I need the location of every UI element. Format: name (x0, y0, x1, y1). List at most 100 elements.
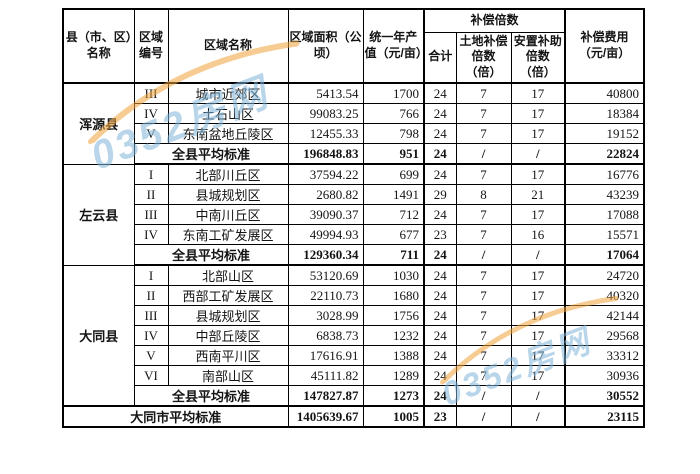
header-region-no: 区域编号 (133, 8, 169, 84)
total-multiple-cell: 24 (423, 305, 457, 326)
output-value-cell: 1232 (362, 325, 425, 346)
fee-cell: 17088 (564, 204, 645, 225)
land-multiple-cell: 8 (455, 184, 512, 205)
area-cell: 12455.33 (287, 123, 364, 144)
total-multiple-cell: 24 (423, 385, 457, 407)
region-row: IV 中部丘陵区 6838.73 1232 24 7 17 29568 (63, 325, 645, 346)
resettlement-multiple-cell: / (510, 143, 566, 165)
header-output-value: 统一年产值（元/亩） (362, 8, 425, 84)
land-multiple-cell: 7 (455, 305, 512, 326)
output-value-cell: 1680 (362, 285, 425, 306)
region-no-cell: III (133, 204, 169, 225)
region-no-cell: IV (133, 325, 169, 346)
region-row: V 东南盆地丘陵区 12455.33 798 24 7 17 19152 (63, 123, 645, 144)
land-multiple-cell: / (455, 244, 512, 266)
region-row: 大同县 I 北部山区 53120.69 1030 24 7 17 24720 (62, 264, 645, 407)
land-multiple-cell: 7 (455, 224, 512, 245)
output-value-cell: 1388 (362, 345, 425, 366)
land-multiple-cell: 7 (455, 103, 512, 124)
region-name-cell: 北部山区 (167, 264, 289, 286)
total-multiple-cell: 24 (423, 123, 457, 144)
land-multiple-cell: 7 (455, 204, 512, 225)
region-row: 左云县 I 北部川丘区 37594.22 699 24 7 17 16776 (62, 163, 645, 266)
fee-cell: 40800 (564, 82, 645, 104)
fee-cell: 16776 (564, 163, 645, 185)
resettlement-multiple-cell: 17 (510, 103, 566, 124)
total-multiple-cell: 24 (423, 143, 457, 165)
output-value-cell: 1756 (362, 305, 425, 326)
county-name-cell: 左云县 (62, 163, 135, 266)
region-no-cell: III (133, 82, 169, 104)
region-name-cell: 县城规划区 (167, 184, 289, 205)
total-multiple-cell: 23 (423, 405, 457, 428)
region-no-cell: II (133, 184, 169, 205)
total-multiple-cell: 24 (423, 345, 457, 366)
total-multiple-cell: 24 (423, 204, 457, 225)
area-cell: 39090.37 (287, 204, 364, 225)
county-average-label: 全县平均标准 (133, 143, 289, 165)
header-row-sub: 合计 土地补偿倍数（倍） 安置补助倍数（倍） (63, 31, 644, 84)
area-cell: 53120.69 (287, 264, 364, 286)
compensation-standards-table: 县（市、区）名称 区域编号 区域名称 区域面积（公顷） 统一年产值（元/亩） 补… (62, 8, 646, 428)
region-name-cell: 南部山区 (167, 365, 289, 386)
fee-cell: 43239 (564, 184, 645, 205)
region-row: 浑源县 III 城市近郊区 5413.54 1700 24 7 17 40800 (62, 82, 645, 165)
region-row: V 西南平川区 17616.91 1388 24 7 17 33312 (63, 345, 645, 366)
total-multiple-cell: 23 (423, 224, 457, 245)
fee-cell: 33312 (564, 345, 645, 366)
resettlement-multiple-cell: 17 (510, 305, 566, 326)
output-value-cell: 711 (362, 244, 425, 266)
area-cell: 2680.82 (287, 184, 364, 205)
land-multiple-cell: 7 (455, 123, 512, 144)
county-name-cell: 大同县 (62, 264, 135, 407)
header-resettlement-multiple: 安置补助倍数（倍） (510, 31, 566, 84)
region-row: II 西部工矿发展区 22110.73 1680 24 7 17 40320 (63, 285, 645, 306)
region-no-cell: I (133, 264, 169, 286)
fee-cell: 17064 (564, 244, 645, 266)
region-no-cell: V (133, 123, 169, 144)
land-multiple-cell: / (455, 385, 512, 407)
land-multiple-cell: 7 (455, 285, 512, 306)
land-multiple-cell: 7 (455, 264, 512, 286)
land-multiple-cell: 7 (455, 345, 512, 366)
output-value-cell: 1030 (362, 264, 425, 286)
fee-cell: 30552 (564, 385, 645, 407)
region-row: III 县城规划区 3028.99 1756 24 7 17 42144 (63, 305, 645, 326)
county-name-cell: 浑源县 (62, 82, 135, 165)
area-cell: 49994.93 (287, 224, 364, 245)
region-name-cell: 中南川丘区 (167, 204, 289, 225)
total-multiple-cell: 24 (423, 285, 457, 306)
area-cell: 3028.99 (287, 305, 364, 326)
land-multiple-cell: 7 (455, 163, 512, 185)
total-multiple-cell: 24 (423, 325, 457, 346)
resettlement-multiple-cell: 16 (510, 224, 566, 245)
header-row-top: 县（市、区）名称 区域编号 区域名称 区域面积（公顷） 统一年产值（元/亩） 补… (62, 8, 645, 84)
output-value-cell: 766 (362, 103, 425, 124)
area-cell: 17616.91 (287, 345, 364, 366)
header-multiples-group: 补偿倍数 (422, 8, 566, 33)
resettlement-multiple-cell: 17 (510, 365, 566, 386)
header-region-name: 区域名称 (167, 8, 289, 84)
output-value-cell: 951 (362, 143, 425, 165)
resettlement-multiple-cell: / (510, 244, 566, 266)
area-cell: 99083.25 (287, 103, 364, 124)
total-multiple-cell: 24 (423, 244, 457, 266)
resettlement-multiple-cell: / (510, 405, 566, 428)
region-no-cell: IV (133, 103, 169, 124)
total-multiple-cell: 24 (423, 264, 457, 286)
output-value-cell: 1005 (362, 405, 425, 428)
output-value-cell: 1289 (362, 365, 425, 386)
header-area: 区域面积（公顷） (287, 8, 364, 84)
region-name-cell: 中部丘陵区 (167, 325, 289, 346)
output-value-cell: 712 (362, 204, 425, 225)
region-name-cell: 西部工矿发展区 (167, 285, 289, 306)
total-multiple-cell: 24 (423, 163, 457, 185)
area-cell: 5413.54 (287, 82, 364, 104)
fee-cell: 19152 (564, 123, 645, 144)
fee-cell: 18384 (564, 103, 645, 124)
area-cell: 37594.22 (287, 163, 364, 185)
area-cell: 45111.82 (287, 365, 364, 386)
header-total-multiple: 合计 (423, 31, 457, 84)
region-row: VI 南部山区 45111.82 1289 24 7 17 30936 (63, 365, 645, 386)
